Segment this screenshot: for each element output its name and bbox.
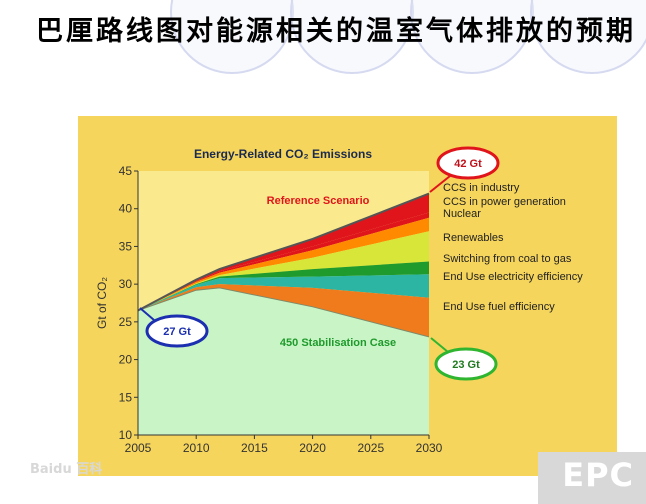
- callout-27-bubble: [145, 314, 209, 348]
- callout-42-bubble: [436, 146, 500, 180]
- legend-label: CCS in industry: [443, 182, 520, 194]
- stabilisation-line: [137, 287, 430, 338]
- x-tick-label: 2010: [183, 441, 210, 455]
- wedge-area: [138, 274, 429, 311]
- epc-logo: EPC: [538, 452, 646, 504]
- callout-23-text: 23 Gt: [452, 359, 480, 371]
- wedge-area: [138, 284, 429, 337]
- x-tick-label: 2025: [357, 441, 384, 455]
- y-tick-label: 40: [119, 202, 133, 216]
- legend-label: Renewables: [443, 232, 504, 244]
- y-tick-label: 25: [119, 315, 133, 329]
- y-tick-label: 15: [119, 390, 133, 404]
- callout-42-text: 42 Gt: [454, 158, 482, 170]
- wedge-area: [138, 261, 429, 311]
- reference-scenario-label: Reference Scenario: [267, 195, 370, 207]
- callout-23-bubble: [434, 347, 498, 381]
- y-axis-label: Gt of CO₂: [95, 277, 109, 329]
- legend-label: Nuclear: [443, 208, 481, 220]
- legend-label: Switching from coal to gas: [443, 253, 572, 265]
- x-tick-label: 2020: [299, 441, 326, 455]
- stabilisation-area: [138, 287, 429, 435]
- epc-logo-text: EPC: [562, 456, 634, 494]
- callout-27-text: 27 Gt: [163, 326, 191, 338]
- x-tick-label: 2030: [416, 441, 443, 455]
- slide-title: 巴厘路线图对能源相关的温室气体排放的预期: [36, 16, 636, 47]
- y-tick-label: 10: [119, 428, 133, 442]
- stabilisation-label: 450 Stabilisation Case: [280, 337, 396, 349]
- legend-label: End Use electricity efficiency: [443, 271, 583, 283]
- wedge-area: [138, 231, 429, 311]
- wedge-area: [138, 212, 429, 311]
- y-tick-label: 30: [119, 277, 133, 291]
- reference-line: [137, 192, 430, 312]
- callout-27-pointer: [139, 307, 155, 321]
- legend-label: CCS in power generation: [443, 196, 566, 208]
- x-tick-label: 2015: [241, 441, 268, 455]
- wedge-area: [138, 217, 429, 311]
- watermark: Baidu 百科: [30, 462, 103, 477]
- callout-23-pointer: [430, 337, 449, 353]
- y-tick-label: 35: [119, 239, 133, 253]
- legend-label: End Use fuel efficiency: [443, 301, 555, 313]
- x-tick-label: 2005: [125, 441, 152, 455]
- y-tick-label: 20: [119, 353, 133, 367]
- callout-42-pointer: [429, 175, 451, 193]
- y-tick-label: 45: [119, 164, 133, 178]
- chart-title: Energy-Related CO₂ Emissions: [194, 147, 372, 161]
